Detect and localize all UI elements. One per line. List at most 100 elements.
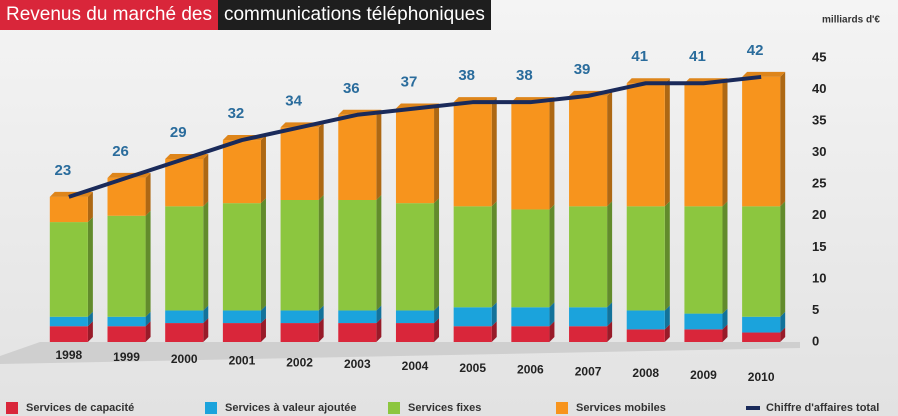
bar-side xyxy=(87,311,93,327)
data-label: 38 xyxy=(458,67,475,84)
bar-side xyxy=(780,311,786,333)
bar-segment xyxy=(684,313,723,330)
x-tick-label: 2007 xyxy=(575,364,602,378)
bar-segment xyxy=(395,203,435,311)
bar-segment xyxy=(49,326,88,342)
x-tick-label: 2009 xyxy=(690,368,717,382)
chart-title: Revenus du marché des communications tél… xyxy=(0,0,491,30)
bar-side xyxy=(203,318,209,342)
data-label: 36 xyxy=(343,80,360,97)
legend-line xyxy=(746,406,760,410)
data-label: 41 xyxy=(631,48,648,65)
bar-side xyxy=(491,201,497,308)
bar-segment xyxy=(511,102,550,210)
floor xyxy=(0,342,800,364)
y-tick-label: 45 xyxy=(812,49,826,64)
bar-side xyxy=(664,324,670,342)
bar-side xyxy=(87,321,93,342)
x-tick-label: 2004 xyxy=(402,359,429,373)
x-tick-label: 1999 xyxy=(113,350,140,364)
title-part: communications téléphoniques xyxy=(217,0,491,30)
bar-side xyxy=(491,321,497,342)
bar-segment xyxy=(511,209,550,308)
bar-segment xyxy=(626,206,665,311)
bar-segment xyxy=(569,95,608,207)
x-tick-label: 2010 xyxy=(748,370,775,384)
data-label: 23 xyxy=(55,162,72,179)
bar-segment xyxy=(280,323,319,342)
bar-side xyxy=(434,198,440,311)
bar-segment xyxy=(511,326,550,342)
bar-segment xyxy=(165,158,204,207)
bar-segment xyxy=(165,323,204,342)
bar-side xyxy=(491,302,497,327)
bar-segment xyxy=(684,83,723,207)
bar-segment xyxy=(626,310,665,330)
bar-segment xyxy=(453,326,492,342)
y-tick-label: 20 xyxy=(812,207,826,222)
bar-side xyxy=(434,318,440,342)
bar-segment xyxy=(107,177,146,216)
bar-segment xyxy=(49,196,88,223)
x-tick-label: 2003 xyxy=(344,357,371,371)
bar-side xyxy=(260,198,266,311)
bar-segment xyxy=(395,323,435,342)
bar-segment xyxy=(165,310,204,324)
data-label: 34 xyxy=(285,92,302,109)
legend-label: Services de capacité xyxy=(26,402,134,414)
y-tick-label: 30 xyxy=(812,144,826,159)
bar-segment xyxy=(49,222,88,317)
legend-label: Chiffre d'affaires total xyxy=(766,402,879,414)
bar-segment xyxy=(511,307,550,327)
data-label: 42 xyxy=(747,42,764,59)
bar-segment xyxy=(338,323,377,342)
bar-side xyxy=(376,305,382,324)
bar-side xyxy=(434,103,440,204)
bar-side xyxy=(260,305,266,324)
bar-segment xyxy=(107,316,146,327)
bar-side xyxy=(318,122,324,200)
line xyxy=(68,74,762,199)
bar-side xyxy=(780,201,786,317)
x-tick-label: 2001 xyxy=(229,354,256,368)
x-tick-label: 2008 xyxy=(632,366,659,380)
bar-side xyxy=(549,97,555,210)
legend-label: Services fixes xyxy=(408,402,481,414)
bar-side xyxy=(607,90,613,207)
x-tick-label: 1998 xyxy=(55,348,82,362)
bar-segment xyxy=(569,326,608,342)
legend-swatch xyxy=(6,402,18,414)
y-tick-label: 5 xyxy=(812,302,819,317)
bar-side xyxy=(318,318,324,342)
bar-segment xyxy=(107,215,146,317)
bar-side xyxy=(260,135,266,204)
bar-segment xyxy=(49,316,88,327)
bar-side xyxy=(549,204,555,308)
bar-side xyxy=(203,305,209,324)
bar-side xyxy=(376,195,382,311)
bar-segment xyxy=(222,310,261,324)
bar-side xyxy=(722,78,728,207)
legend-label: Services à valeur ajoutée xyxy=(225,402,356,414)
y-tick-label: 40 xyxy=(812,81,826,96)
data-label: 32 xyxy=(228,105,245,122)
bar-side xyxy=(318,305,324,324)
bar-side xyxy=(434,305,440,324)
data-label: 37 xyxy=(401,73,418,90)
bar-side xyxy=(722,324,728,342)
bar-side xyxy=(87,217,93,317)
y-tick-label: 10 xyxy=(812,270,826,285)
bar-side xyxy=(145,210,151,317)
bar-segment xyxy=(395,108,435,204)
legend-label: Services mobiles xyxy=(576,402,666,414)
bar-side xyxy=(260,318,266,342)
bar-segment xyxy=(165,206,204,311)
bar-segment xyxy=(338,200,377,311)
bar-side xyxy=(549,321,555,342)
bar-side xyxy=(491,97,497,207)
bar-side xyxy=(87,191,93,223)
bar-segment xyxy=(222,140,261,204)
bar-segment xyxy=(338,114,377,200)
y-tick-label: 0 xyxy=(812,333,819,348)
